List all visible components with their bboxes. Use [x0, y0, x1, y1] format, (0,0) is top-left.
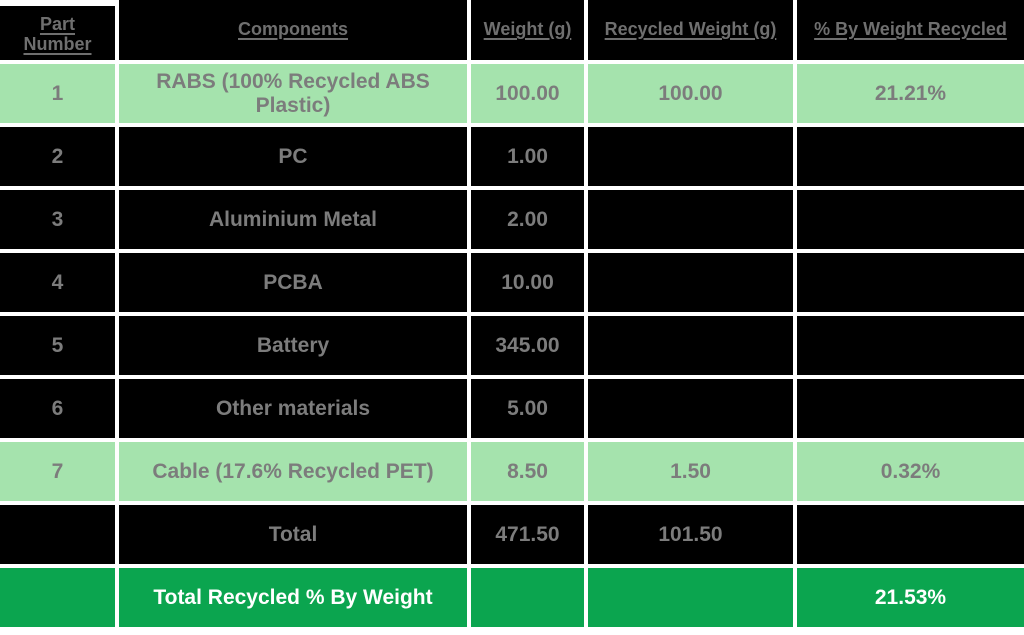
part-number-cell: 6 [0, 379, 115, 438]
weight-cell-text: 2.00 [507, 207, 548, 231]
summary-part-number-cell [0, 568, 115, 627]
component-cell: Battery [119, 316, 467, 375]
component-cell-text: Other materials [215, 396, 371, 420]
total-recycled-weight-cell-text: 101.50 [658, 522, 723, 546]
part-number-cell: 2 [0, 127, 115, 186]
total-weight-cell: 471.50 [471, 505, 584, 564]
weight-cell: 5.00 [471, 379, 584, 438]
weight-cell: 10.00 [471, 253, 584, 312]
part-number-cell: 4 [0, 253, 115, 312]
weight-cell-text: 8.50 [507, 459, 548, 483]
summary-label-cell: Total Recycled % By Weight [119, 568, 467, 627]
pct-recycled-cell-text: 21.21% [874, 81, 947, 105]
recycled-weight-cell: 100.00 [588, 64, 793, 123]
component-cell-text: Cable (17.6% Recycled PET) [152, 459, 434, 483]
weight-cell-text: 1.00 [507, 144, 548, 168]
component-cell: Cable (17.6% Recycled PET) [119, 442, 467, 501]
summary-label-cell-text: Total Recycled % By Weight [153, 585, 433, 609]
component-cell-text: PC [278, 144, 308, 168]
recycled-weight-cell [588, 190, 793, 249]
part-number-cell-text: 5 [51, 333, 64, 357]
component-cell: PC [119, 127, 467, 186]
weight-cell-text: 10.00 [501, 270, 554, 294]
total-weight-cell-text: 471.50 [495, 522, 560, 546]
part-number-cell-text: 6 [51, 396, 64, 420]
summary-pct-cell-text: 21.53% [874, 585, 947, 609]
pct-recycled-cell [797, 253, 1024, 312]
weight-cell-text: 100.00 [495, 81, 560, 105]
summary-weight-cell [471, 568, 584, 627]
part-number-cell-text: 3 [51, 207, 64, 231]
total-label-cell: Total [119, 505, 467, 564]
pct-recycled-cell [797, 127, 1024, 186]
summary-pct-cell: 21.53% [797, 568, 1024, 627]
part-number-cell-text: 1 [51, 81, 64, 105]
part-number-cell: 3 [0, 190, 115, 249]
recycled-weight-cell [588, 316, 793, 375]
weight-cell-text: 345.00 [495, 333, 560, 357]
part-number-cell: 7 [0, 442, 115, 501]
weight-cell: 2.00 [471, 190, 584, 249]
total-label-cell-text: Total [268, 522, 318, 546]
pct-recycled-cell: 21.21% [797, 64, 1024, 123]
component-cell-text: PCBA [263, 270, 323, 294]
recycled-weight-cell [588, 253, 793, 312]
total-recycled-weight-cell: 101.50 [588, 505, 793, 564]
header-pct-recycled: % By Weight Recycled [797, 0, 1024, 60]
total-pct-cell [797, 505, 1024, 564]
weight-cell: 100.00 [471, 64, 584, 123]
recycled-weight-cell-text: 100.00 [658, 81, 723, 105]
weight-cell: 345.00 [471, 316, 584, 375]
component-cell: PCBA [119, 253, 467, 312]
header-pct-recycled-label: % By Weight Recycled [814, 19, 1007, 40]
header-components: Components [119, 0, 467, 60]
component-cell: Other materials [119, 379, 467, 438]
pct-recycled-cell [797, 316, 1024, 375]
header-weight: Weight (g) [471, 0, 584, 60]
part-number-cell-text: 7 [51, 459, 64, 483]
header-part-number: Part Number [0, 6, 115, 60]
header-part-number-label: Part Number [23, 14, 92, 55]
pct-recycled-cell: 0.32% [797, 442, 1024, 501]
weight-cell: 1.00 [471, 127, 584, 186]
component-cell-text: Battery [256, 333, 330, 357]
total-part-number-cell [0, 505, 115, 564]
part-number-cell: 5 [0, 316, 115, 375]
recycled-weight-cell [588, 379, 793, 438]
pct-recycled-cell [797, 379, 1024, 438]
part-number-cell: 1 [0, 64, 115, 123]
header-recycled-weight: Recycled Weight (g) [588, 0, 793, 60]
part-number-cell-text: 2 [51, 144, 64, 168]
recycled-weight-cell-text: 1.50 [670, 459, 711, 483]
part-number-cell-text: 4 [51, 270, 64, 294]
component-cell-text: Aluminium Metal [208, 207, 377, 231]
header-components-label: Components [238, 19, 348, 40]
pct-recycled-cell-text: 0.32% [880, 459, 941, 483]
header-weight-label: Weight (g) [483, 19, 572, 40]
weight-cell: 8.50 [471, 442, 584, 501]
summary-recycled-weight-cell [588, 568, 793, 627]
pct-recycled-cell [797, 190, 1024, 249]
component-cell-text: RABS (100% Recycled ABS Plastic) [156, 70, 430, 117]
component-cell: RABS (100% Recycled ABS Plastic) [119, 64, 467, 123]
component-cell: Aluminium Metal [119, 190, 467, 249]
weight-cell-text: 5.00 [507, 396, 548, 420]
recycled-weight-cell [588, 127, 793, 186]
recycled-weight-cell: 1.50 [588, 442, 793, 501]
header-recycled-weight-label: Recycled Weight (g) [604, 19, 777, 40]
